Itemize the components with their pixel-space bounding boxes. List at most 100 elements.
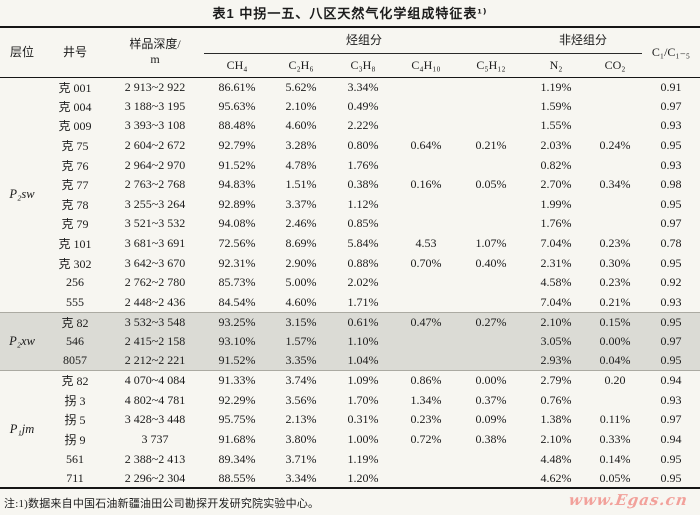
table-row: P₂xw 克 82 3 532~3 548 93.25% 3.15% 0.61% 0.47%… (0, 311, 700, 371)
table-body: P₂sw 克 001 2 913~2 922 86.61% 5.62% 3.34% 1.19… (0, 77, 700, 489)
c1-ratio-value: 0.95 (660, 470, 682, 485)
horizon-label: P₁jm (0, 370, 44, 489)
well-number: 561 (66, 451, 84, 466)
c2h6-value: 2.90% (285, 255, 317, 270)
c4h10-value (394, 331, 458, 352)
ch4-value: 91.68% (218, 431, 256, 446)
table-title: 表1 中拐一五、八区天然气化学组成特征表¹⁾ (212, 6, 488, 21)
c4h10-value (394, 469, 458, 489)
well-number: 克 79 (61, 217, 89, 232)
c5h12-value (458, 351, 524, 371)
c2h6-value: 2.13% (285, 412, 317, 427)
c3h8-value: 1.00% (347, 431, 379, 446)
c2h6-value: 3.80% (285, 431, 317, 446)
c3h8-value: 1.19% (347, 451, 379, 466)
table-row: 克 009 3 393~3 108 88.48% 4.60% 2.22% 1.55% 0.9… (0, 116, 700, 136)
table-row: P₁jm 克 82 4 070~4 084 91.33% 3.74% 1.09% 0.86%… (0, 370, 700, 489)
col-well: 井号 (44, 27, 106, 78)
sample-depth: 3 737 (141, 431, 169, 446)
c5h12-value (458, 331, 524, 352)
c1-ratio-value: 0.94 (660, 431, 682, 446)
ch4-value: 94.08% (218, 216, 256, 231)
co2-value: 0.00% (588, 331, 643, 352)
c5h12-value (458, 214, 524, 234)
c3h8-value: 1.70% (347, 392, 379, 407)
well-number: 克 77 (61, 178, 89, 193)
well-number: 克 78 (61, 197, 89, 212)
col-c2h6: C₂H₆ (270, 53, 332, 78)
c5h12-value: 0.38% (475, 431, 507, 446)
c2h6-value: 2.46% (285, 216, 317, 231)
table-row: 克 79 3 521~3 532 94.08% 2.46% 0.85% 1.76% 0.97 (0, 214, 700, 234)
c3h8-value: 1.12% (347, 196, 379, 211)
ch4-value: 72.56% (218, 236, 256, 251)
n2-value: 1.59% (540, 98, 572, 113)
table-row: 克 78 3 255~3 264 92.89% 3.37% 1.12% 1.99% 0.95 (0, 195, 700, 215)
well-number: 555 (66, 294, 84, 309)
c5h12-value (458, 77, 524, 97)
c4h10-value: 0.23% (410, 412, 442, 427)
ch4-value: 85.73% (218, 275, 256, 290)
co2-value: 0.20 (588, 370, 643, 391)
sample-depth: 3 521~3 532 (124, 216, 186, 231)
well-number: 拐 5 (64, 413, 86, 428)
col-sample-depth: 样品深度/ m (106, 27, 204, 78)
sample-depth: 3 188~3 195 (124, 98, 186, 113)
c2h6-value: 3.34% (285, 470, 317, 485)
n2-value: 3.05% (524, 331, 588, 352)
well-number: 8057 (44, 351, 106, 371)
c5h12-value: 0.09% (475, 412, 507, 427)
ch4-value: 91.52% (218, 157, 256, 172)
c2h6-value: 3.15% (270, 311, 332, 332)
c4h10-value (394, 97, 458, 117)
well-number: 克 009 (58, 119, 92, 134)
col-c3h8: C₃H₈ (332, 53, 394, 78)
gas-composition-table: 层位 井号 样品深度/ m 烃组分 非烃组分 C₁/C₁₋₅ CH₄ C₂H₆ … (0, 26, 700, 490)
well-number: 克 82 (44, 311, 106, 332)
c3h8-value: 1.20% (347, 470, 379, 485)
c3h8-value: 3.34% (347, 79, 379, 94)
c4h10-value (394, 116, 458, 136)
well-number: 256 (66, 275, 84, 290)
c3h8-value: 1.76% (347, 157, 379, 172)
ch4-value: 93.10% (204, 331, 270, 352)
page-footer: 注:1)数据来自中国石油新疆油田公司勘探开发研究院实验中心。 www.Egas.… (0, 489, 700, 515)
n2-value: 2.93% (524, 351, 588, 371)
co2-value: 0.21% (599, 294, 631, 309)
well-number: 拐 9 (64, 432, 86, 447)
c4h10-value (394, 273, 458, 293)
header-sub-row: CH₄ C₂H₆ C₃H₈ C₄H₁₀ C₅H₁₂ N₂ CO₂ (0, 53, 700, 78)
horizon-label: P₂sw (9, 187, 35, 202)
well-number: 克 004 (58, 99, 92, 114)
n2-value: 0.82% (540, 157, 572, 172)
sample-depth: 2 913~2 922 (124, 79, 186, 94)
c2h6-value: 3.35% (270, 351, 332, 371)
table-row: 拐 3 4 802~4 781 92.29% 3.56% 1.70% 1.34% 0.37%… (0, 391, 700, 411)
ch4-value: 95.75% (218, 412, 256, 427)
co2-value: 0.24% (599, 138, 631, 153)
c1-ratio-value: 0.78 (660, 236, 682, 251)
co2-value (588, 195, 642, 215)
well-number: 克 101 (58, 237, 92, 252)
c2h6-value: 2.10% (285, 98, 317, 113)
table-row: P₂sw 克 001 2 913~2 922 86.61% 5.62% 3.34% 1.19… (0, 77, 700, 202)
co2-value: 0.30% (599, 255, 631, 270)
c3h8-value: 1.04% (332, 351, 394, 371)
c3h8-value: 1.71% (347, 294, 379, 309)
c5h12-value (458, 155, 524, 175)
c1-ratio-value: 0.95 (660, 196, 682, 211)
c5h12-value: 0.37% (475, 392, 507, 407)
n2-value: 4.48% (540, 451, 572, 466)
footnote: 注:1)数据来自中国石油新疆油田公司勘探开发研究院实验中心。 (4, 498, 320, 510)
c3h8-value: 0.38% (347, 177, 379, 192)
c5h12-value: 1.07% (475, 236, 507, 251)
co2-value (588, 77, 642, 97)
c5h12-value: 0.05% (475, 177, 507, 192)
c1-ratio-value: 0.95 (660, 255, 682, 270)
sample-depth: 3 393~3 108 (124, 118, 186, 133)
col-n2: N₂ (524, 53, 588, 78)
table-header: 层位 井号 样品深度/ m 烃组分 非烃组分 C₁/C₁₋₅ CH₄ C₂H₆ … (0, 27, 700, 78)
col-co2: CO₂ (588, 53, 643, 78)
sample-depth: 2 763~2 768 (124, 177, 186, 192)
c3h8-value: 0.88% (347, 255, 379, 270)
